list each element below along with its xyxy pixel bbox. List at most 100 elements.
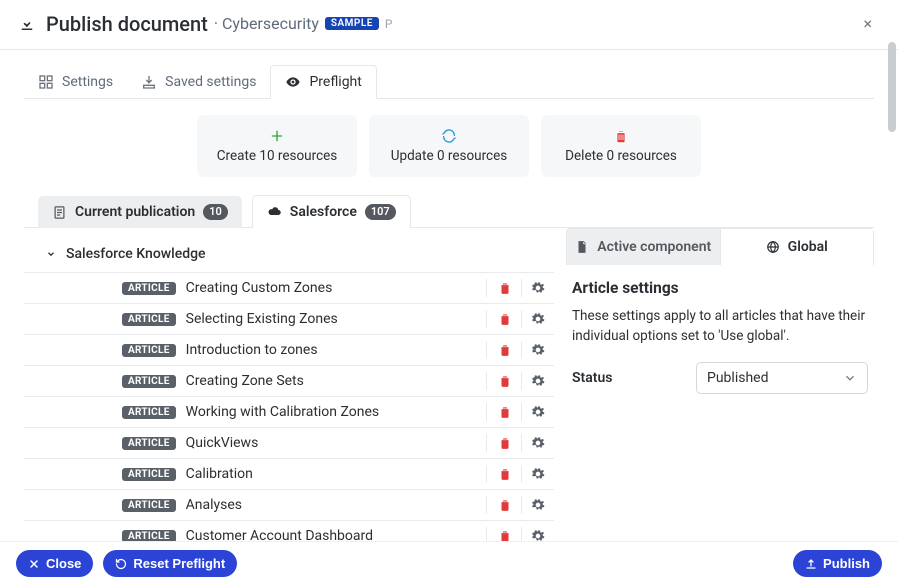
article-type-pill: ARTICLE bbox=[122, 499, 176, 512]
article-title: Introduction to zones bbox=[186, 342, 486, 358]
row-actions bbox=[486, 434, 548, 452]
grid-icon bbox=[38, 74, 54, 90]
row-settings-button[interactable] bbox=[528, 371, 548, 391]
publish-button[interactable]: Publish bbox=[793, 550, 882, 577]
trash-icon bbox=[498, 405, 512, 419]
tab-preflight[interactable]: Preflight bbox=[270, 65, 376, 99]
article-row[interactable]: ARTICLEQuickViews bbox=[24, 427, 554, 458]
tab-saved-label: Saved settings bbox=[165, 74, 256, 90]
close-icon[interactable]: × bbox=[855, 10, 880, 37]
row-actions bbox=[486, 310, 548, 328]
status-label: Status bbox=[572, 370, 682, 386]
trash-icon bbox=[498, 374, 512, 388]
row-delete-button[interactable] bbox=[495, 278, 515, 298]
row-delete-button[interactable] bbox=[495, 495, 515, 515]
publish-button-label: Publish bbox=[823, 556, 870, 571]
close-button-label: Close bbox=[46, 556, 81, 571]
row-settings-button[interactable] bbox=[528, 464, 548, 484]
article-rows: ARTICLECreating Custom ZonesARTICLESelec… bbox=[24, 272, 554, 545]
panel-description: These settings apply to all articles tha… bbox=[572, 307, 868, 346]
row-settings-button[interactable] bbox=[528, 402, 548, 422]
panel-tab-active-component[interactable]: Active component bbox=[567, 229, 721, 265]
dialog-header: Publish document · Cybersecurity SAMPLE … bbox=[0, 0, 898, 50]
summary-delete-card[interactable]: Delete 0 resources bbox=[541, 115, 701, 177]
status-select[interactable]: Published bbox=[696, 362, 868, 394]
tab-current-publication[interactable]: Current publication 10 bbox=[38, 196, 242, 228]
article-row[interactable]: ARTICLESelecting Existing Zones bbox=[24, 303, 554, 334]
tab-saved-settings[interactable]: Saved settings bbox=[127, 65, 270, 99]
article-row[interactable]: ARTICLEAnalyses bbox=[24, 489, 554, 520]
row-action-separator bbox=[521, 465, 522, 483]
content-columns: Salesforce Knowledge ARTICLECreating Cus… bbox=[24, 227, 874, 545]
gear-icon bbox=[531, 312, 545, 326]
article-row[interactable]: ARTICLEIntroduction to zones bbox=[24, 334, 554, 365]
scrollbar-thumb[interactable] bbox=[888, 42, 896, 132]
row-settings-button[interactable] bbox=[528, 309, 548, 329]
publication-tabs: Current publication 10 Salesforce 107 bbox=[24, 195, 874, 228]
tab-salesforce[interactable]: Salesforce 107 bbox=[252, 195, 411, 228]
row-action-separator bbox=[521, 341, 522, 359]
close-button[interactable]: Close bbox=[16, 550, 93, 577]
article-tree: Salesforce Knowledge ARTICLECreating Cus… bbox=[24, 228, 554, 545]
row-delete-button[interactable] bbox=[495, 402, 515, 422]
row-delete-button[interactable] bbox=[495, 464, 515, 484]
panel-tab-global-label: Global bbox=[788, 239, 828, 255]
trash-icon bbox=[498, 281, 512, 295]
row-delete-button[interactable] bbox=[495, 340, 515, 360]
row-action-separator bbox=[521, 496, 522, 514]
dialog-body: Settings Saved settings Preflight Create… bbox=[0, 50, 898, 545]
upload-icon bbox=[805, 558, 817, 570]
save-icon bbox=[141, 74, 157, 90]
doc-icon bbox=[52, 205, 67, 220]
plus-icon bbox=[269, 128, 285, 144]
tree-root[interactable]: Salesforce Knowledge bbox=[24, 236, 554, 272]
panel-title: Article settings bbox=[572, 279, 868, 297]
reset-preflight-button[interactable]: Reset Preflight bbox=[103, 550, 237, 577]
article-title: Creating Zone Sets bbox=[186, 373, 486, 389]
gear-icon bbox=[531, 343, 545, 357]
status-field: Status Published bbox=[572, 362, 868, 394]
gear-icon bbox=[531, 436, 545, 450]
article-row[interactable]: ARTICLECalibration bbox=[24, 458, 554, 489]
row-actions bbox=[486, 496, 548, 514]
tab-salesforce-label: Salesforce bbox=[290, 204, 357, 220]
article-title: Selecting Existing Zones bbox=[186, 311, 486, 327]
x-icon bbox=[28, 558, 40, 570]
row-settings-button[interactable] bbox=[528, 340, 548, 360]
row-delete-button[interactable] bbox=[495, 371, 515, 391]
article-row[interactable]: ARTICLECreating Zone Sets bbox=[24, 365, 554, 396]
gear-icon bbox=[531, 374, 545, 388]
trash-icon bbox=[498, 498, 512, 512]
row-delete-button[interactable] bbox=[495, 309, 515, 329]
dialog-title: Publish document bbox=[46, 12, 208, 36]
summary-update-card[interactable]: Update 0 resources bbox=[369, 115, 529, 177]
row-actions bbox=[486, 279, 548, 297]
chevron-down-icon bbox=[46, 249, 56, 259]
gear-icon bbox=[531, 405, 545, 419]
status-value: Published bbox=[707, 370, 768, 386]
article-row[interactable]: ARTICLECreating Custom Zones bbox=[24, 272, 554, 303]
row-settings-button[interactable] bbox=[528, 495, 548, 515]
tab-salesforce-count: 107 bbox=[365, 204, 396, 220]
tab-settings[interactable]: Settings bbox=[24, 65, 127, 99]
row-delete-button[interactable] bbox=[495, 433, 515, 453]
eye-icon bbox=[285, 74, 301, 90]
summary-create-card[interactable]: Create 10 resources bbox=[197, 115, 357, 177]
panel-tab-global[interactable]: Global bbox=[721, 229, 874, 265]
article-title: QuickViews bbox=[186, 435, 486, 451]
trash-icon bbox=[613, 128, 629, 144]
reset-button-label: Reset Preflight bbox=[133, 556, 225, 571]
summary-delete-label: Delete 0 resources bbox=[565, 148, 677, 164]
dialog-subtitle: · Cybersecurity bbox=[214, 14, 319, 33]
row-settings-button[interactable] bbox=[528, 433, 548, 453]
tree-root-label: Salesforce Knowledge bbox=[66, 246, 206, 262]
trailing-glyph: P bbox=[385, 17, 393, 31]
trash-icon bbox=[498, 467, 512, 481]
tab-preflight-label: Preflight bbox=[309, 74, 361, 90]
row-settings-button[interactable] bbox=[528, 278, 548, 298]
download-icon bbox=[18, 15, 36, 33]
row-actions bbox=[486, 341, 548, 359]
article-title: Creating Custom Zones bbox=[186, 280, 486, 296]
article-row[interactable]: ARTICLEWorking with Calibration Zones bbox=[24, 396, 554, 427]
article-title: Working with Calibration Zones bbox=[186, 404, 486, 420]
